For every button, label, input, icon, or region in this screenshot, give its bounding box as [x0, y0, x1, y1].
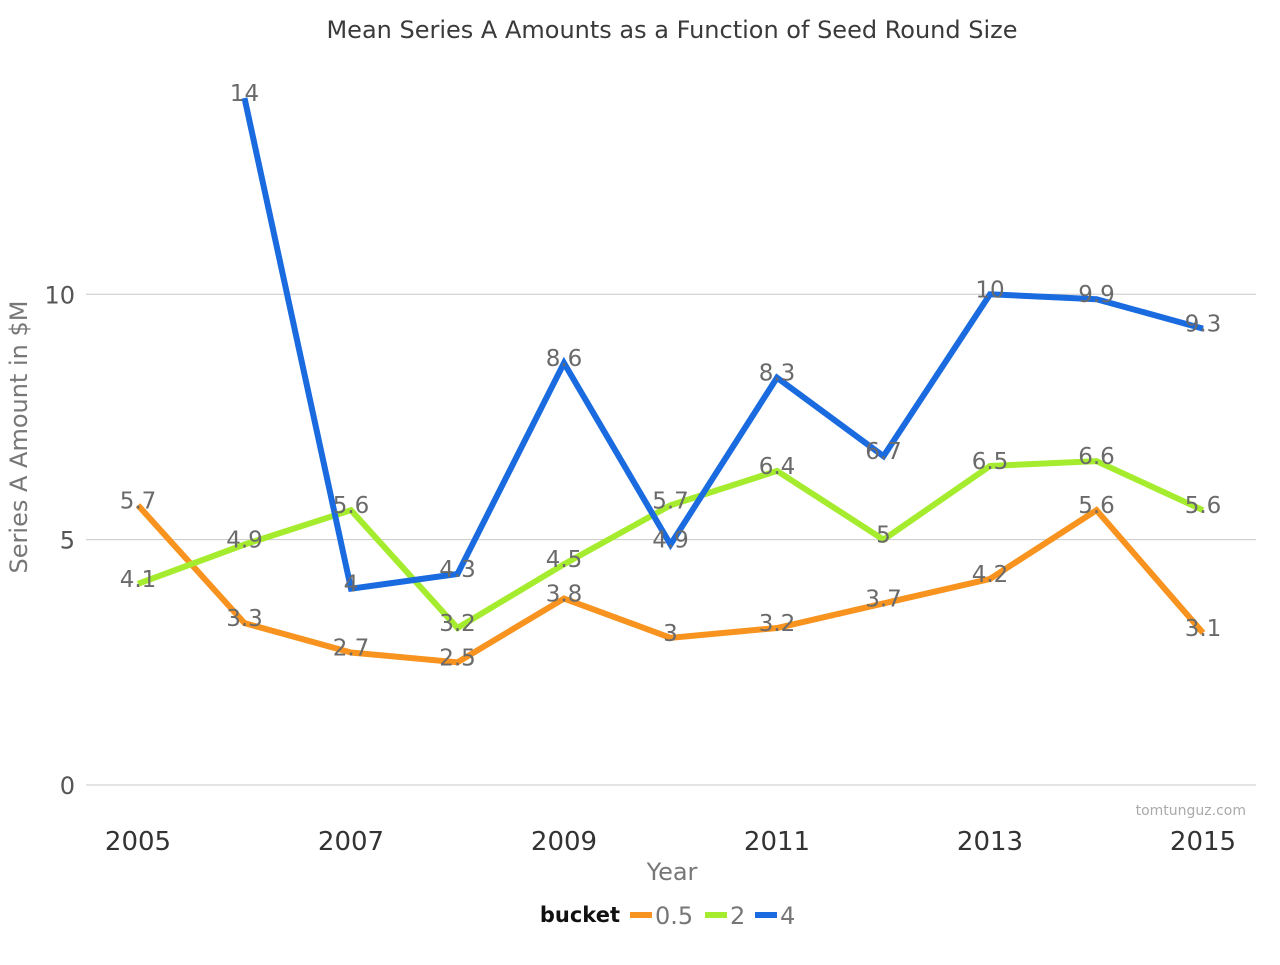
series-line-0.5: [135, 503, 1206, 666]
data-label-2: 6.5: [972, 449, 1009, 475]
data-label-2: 4.9: [226, 528, 263, 554]
data-label-4: 14: [230, 81, 259, 107]
data-label-2: 5.7: [652, 488, 689, 514]
data-label-2: 5.6: [333, 493, 370, 519]
legend-items: 0.5 2 4: [630, 902, 795, 930]
data-label-2: 5: [876, 523, 891, 549]
data-label-0.5: 3.1: [1185, 616, 1222, 642]
watermark-text: tomtunguz.com: [1136, 803, 1246, 819]
data-label-4: 4.3: [439, 557, 476, 583]
data-label-4: 8.6: [546, 346, 583, 372]
data-label-4: 9.3: [1185, 312, 1222, 338]
x-tick-label: 2011: [744, 827, 810, 857]
data-label-0.5: 3.8: [546, 582, 583, 608]
x-axis-label: Year: [646, 858, 698, 886]
data-label-2: 4.5: [546, 547, 583, 573]
x-tick-label: 2013: [957, 827, 1023, 857]
data-label-0.5: 3: [663, 621, 678, 647]
x-tick-label: 2007: [318, 827, 384, 857]
chart-title: Mean Series A Amounts as a Function of S…: [326, 16, 1017, 44]
data-labels: 5.7 3.3 2.7 2.5 3.8 3 3.2 3.7 4.2 5.6 3.1 4.1 4.9 5.6…: [120, 81, 1222, 671]
data-label-4: 6.7: [865, 439, 902, 465]
data-label-0.5: 4.2: [972, 562, 1009, 588]
y-tick-label: 10: [44, 281, 75, 309]
y-tick-label: 0: [60, 772, 75, 800]
data-label-4: 10: [975, 277, 1004, 303]
data-label-2: 3.2: [439, 611, 476, 637]
x-axis-ticks: 2005 2007 2009 2011 2013 2015: [105, 827, 1236, 857]
data-label-4: 4: [344, 572, 359, 598]
data-label-0.5: 5.6: [1078, 493, 1115, 519]
legend-label-2: 2: [730, 902, 745, 930]
data-label-0.5: 3.7: [865, 586, 902, 612]
data-label-0.5: 5.7: [120, 488, 157, 514]
y-tick-label: 5: [60, 527, 75, 555]
x-tick-label: 2005: [105, 827, 171, 857]
data-label-2: 4.1: [120, 567, 157, 593]
data-label-0.5: 2.7: [333, 636, 370, 662]
legend-title: bucket: [540, 903, 620, 927]
y-axis-ticks: 0 5 10: [44, 281, 75, 800]
data-label-0.5: 3.2: [759, 611, 796, 637]
legend-label-0.5: 0.5: [655, 902, 693, 930]
legend: bucket 0.5 2 4: [540, 902, 795, 930]
data-label-2: 6.4: [759, 454, 796, 480]
y-axis-label: Series A Amount in $M: [5, 301, 33, 574]
data-label-0.5: 3.3: [226, 606, 263, 632]
data-label-0.5: 2.5: [439, 645, 476, 671]
x-tick-label: 2009: [531, 827, 597, 857]
data-label-4: 9.9: [1078, 282, 1115, 308]
data-label-2: 6.6: [1078, 444, 1115, 470]
series-lines: [135, 97, 1206, 666]
x-tick-label: 2015: [1170, 827, 1236, 857]
data-label-4: 8.3: [759, 361, 796, 387]
legend-label-4: 4: [780, 902, 795, 930]
series-line-2: [136, 458, 1205, 632]
data-label-4: 4.9: [652, 528, 689, 554]
series-line-4: [241, 97, 1204, 593]
data-label-2: 5.6: [1185, 493, 1222, 519]
